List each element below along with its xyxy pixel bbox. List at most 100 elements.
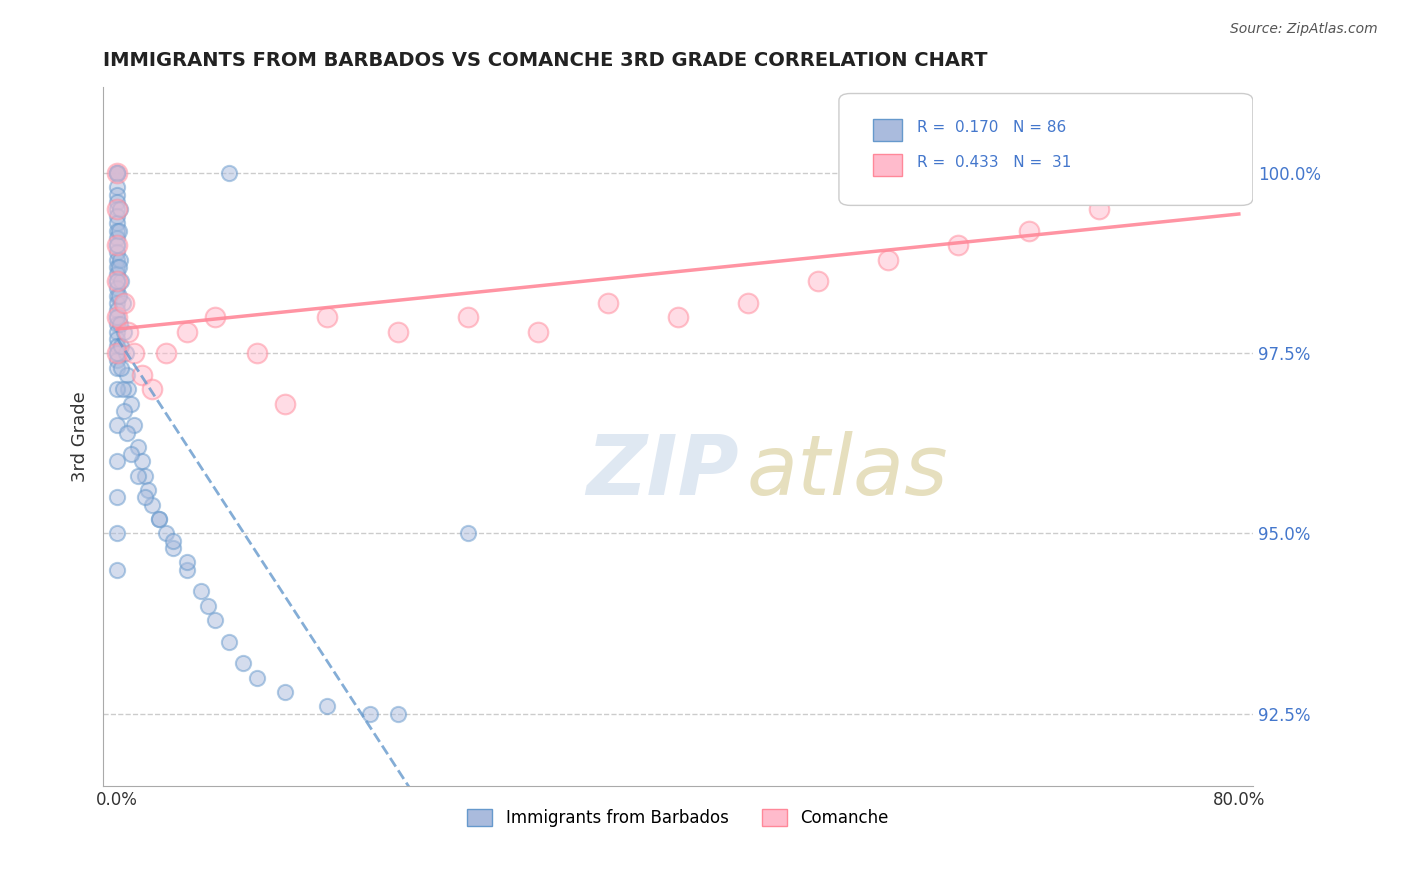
- Point: [105, 281, 128, 295]
- Point: [105, 245, 128, 260]
- Point: [105, 491, 128, 505]
- Point: [176, 555, 198, 569]
- Point: [115, 368, 138, 382]
- Point: [112, 295, 135, 310]
- Legend: Immigrants from Barbados, Comanche: Immigrants from Barbados, Comanche: [461, 802, 896, 833]
- Point: [134, 468, 156, 483]
- Point: [1018, 224, 1040, 238]
- Point: [737, 295, 759, 310]
- Point: [131, 368, 153, 382]
- Point: [105, 166, 128, 180]
- Point: [105, 454, 128, 468]
- Text: Source: ZipAtlas.com: Source: ZipAtlas.com: [1230, 22, 1378, 37]
- Point: [105, 310, 128, 325]
- Point: [117, 325, 139, 339]
- Point: [162, 533, 184, 548]
- Point: [246, 671, 269, 685]
- Point: [316, 310, 339, 325]
- Text: IMMIGRANTS FROM BARBADOS VS COMANCHE 3RD GRADE CORRELATION CHART: IMMIGRANTS FROM BARBADOS VS COMANCHE 3RD…: [103, 51, 987, 70]
- Point: [127, 440, 149, 454]
- Point: [108, 252, 131, 267]
- Text: R =  0.433   N =  31: R = 0.433 N = 31: [917, 154, 1071, 169]
- Point: [105, 166, 128, 180]
- Point: [105, 288, 128, 302]
- Point: [110, 360, 132, 375]
- Point: [105, 202, 128, 216]
- Point: [526, 325, 548, 339]
- Point: [141, 498, 163, 512]
- Point: [105, 274, 128, 288]
- Point: [1227, 166, 1250, 180]
- Point: [117, 382, 139, 396]
- Point: [105, 310, 128, 325]
- Point: [107, 224, 129, 238]
- Point: [105, 224, 128, 238]
- Point: [246, 346, 269, 360]
- Point: [105, 526, 128, 541]
- Point: [877, 252, 900, 267]
- Point: [1087, 202, 1109, 216]
- Point: [112, 325, 135, 339]
- Point: [105, 382, 128, 396]
- Point: [112, 404, 135, 418]
- Point: [105, 295, 128, 310]
- Point: [108, 202, 131, 216]
- Point: [1199, 166, 1222, 180]
- Point: [204, 613, 226, 627]
- Point: [105, 238, 128, 252]
- Point: [807, 274, 830, 288]
- Point: [120, 447, 142, 461]
- FancyBboxPatch shape: [839, 94, 1253, 205]
- Point: [387, 325, 409, 339]
- Point: [122, 346, 145, 360]
- Point: [155, 346, 177, 360]
- Point: [948, 238, 970, 252]
- Point: [136, 483, 159, 498]
- Point: [105, 252, 128, 267]
- Point: [105, 303, 128, 318]
- Point: [105, 187, 128, 202]
- Point: [141, 382, 163, 396]
- Point: [274, 685, 297, 699]
- Point: [105, 318, 128, 332]
- Point: [105, 194, 128, 209]
- Point: [105, 325, 128, 339]
- Point: [105, 418, 128, 433]
- Text: ZIP: ZIP: [586, 431, 738, 512]
- Point: [457, 526, 479, 541]
- Point: [105, 209, 128, 223]
- Point: [105, 217, 128, 231]
- Point: [274, 397, 297, 411]
- Point: [105, 202, 128, 216]
- Point: [105, 231, 128, 245]
- Point: [105, 180, 128, 194]
- Point: [127, 468, 149, 483]
- Point: [148, 512, 170, 526]
- Point: [105, 346, 128, 360]
- Point: [105, 238, 128, 252]
- Point: [105, 238, 128, 252]
- Point: [107, 260, 129, 274]
- Point: [105, 166, 128, 180]
- Point: [120, 397, 142, 411]
- Point: [105, 346, 128, 360]
- Point: [176, 562, 198, 576]
- Point: [105, 166, 128, 180]
- Point: [316, 699, 339, 714]
- Point: [1157, 180, 1180, 194]
- Point: [134, 491, 156, 505]
- Point: [110, 274, 132, 288]
- Point: [105, 353, 128, 368]
- Point: [105, 260, 128, 274]
- Point: [105, 310, 128, 325]
- Point: [162, 541, 184, 555]
- Point: [108, 318, 131, 332]
- Point: [108, 288, 131, 302]
- Point: [115, 425, 138, 440]
- Point: [155, 526, 177, 541]
- Point: [218, 634, 240, 648]
- Text: atlas: atlas: [747, 431, 949, 512]
- Point: [176, 325, 198, 339]
- FancyBboxPatch shape: [873, 119, 903, 141]
- Point: [387, 706, 409, 721]
